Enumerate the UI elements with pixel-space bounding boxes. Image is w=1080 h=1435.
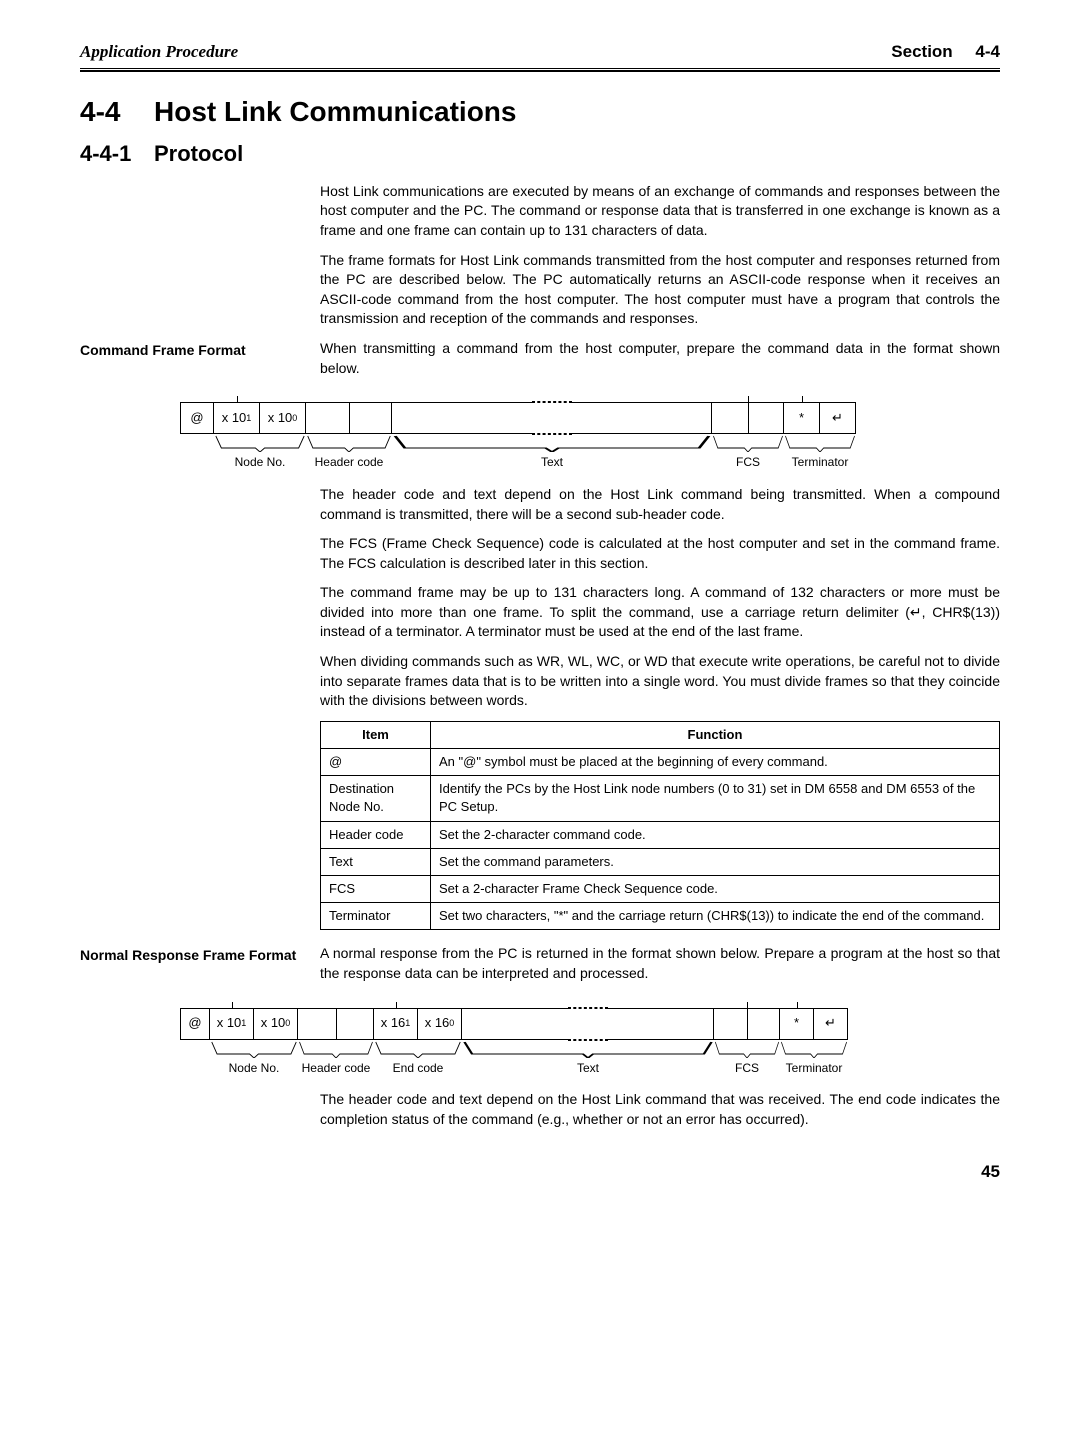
paragraph: Host Link communications are executed by… — [320, 182, 1000, 241]
brace — [374, 1040, 462, 1058]
response-frame-diagram: @ x 101 x 100 x 161 x 160 * ↵ Node No. H… — [180, 1008, 1000, 1077]
cell-cr: ↵ — [814, 1008, 848, 1040]
table-header-function: Function — [431, 721, 1000, 748]
diagram-label: End code — [374, 1058, 462, 1077]
function-table: Item Function @An "@" symbol must be pla… — [320, 721, 1000, 931]
paragraph: The header code and text depend on the H… — [320, 1090, 1000, 1129]
table-row: Header codeSet the 2-character command c… — [321, 821, 1000, 848]
brace — [462, 1040, 714, 1058]
diagram-label: Terminator — [780, 1058, 848, 1077]
intro-block: Host Link communications are executed by… — [320, 182, 1000, 329]
subsection-title: 4-4-1 Protocol — [80, 139, 1000, 170]
paragraph: The frame formats for Host Link commands… — [320, 251, 1000, 329]
cell-text — [392, 402, 712, 434]
table-row: Destination Node No.Identify the PCs by … — [321, 776, 1000, 821]
paragraph: The header code and text depend on the H… — [320, 485, 1000, 524]
cell-at: @ — [180, 402, 214, 434]
cell-node-hi: x 101 — [214, 402, 260, 434]
diagram-label: Text — [392, 452, 712, 471]
diagram-label: Header code — [306, 452, 392, 471]
header-bar: Application Procedure Section 4-4 — [80, 40, 1000, 72]
diagram-label: FCS — [712, 452, 784, 471]
brace — [712, 434, 784, 452]
diagram-label: Header code — [298, 1058, 374, 1077]
table-row: FCSSet a 2-character Frame Check Sequenc… — [321, 875, 1000, 902]
section-title: 4-4 Host Link Communications — [80, 92, 1000, 131]
cell-node-lo: x 100 — [254, 1008, 298, 1040]
cell-at: @ — [180, 1008, 210, 1040]
brace — [306, 434, 392, 452]
side-heading-command-frame: Command Frame Format — [80, 341, 300, 361]
brace — [392, 434, 712, 452]
table-row: TerminatorSet two characters, "*" and th… — [321, 903, 1000, 930]
cell-text — [462, 1008, 714, 1040]
brace — [298, 1040, 374, 1058]
brace — [214, 434, 306, 452]
cell-star: * — [784, 402, 820, 434]
brace — [210, 1040, 298, 1058]
paragraph: The command frame may be up to 131 chara… — [320, 583, 1000, 642]
paragraph: A normal response from the PC is returne… — [320, 944, 1000, 983]
diagram-label: Terminator — [784, 452, 856, 471]
table-row: @An "@" symbol must be placed at the beg… — [321, 749, 1000, 776]
command-frame-lead: When transmitting a command from the hos… — [320, 339, 1000, 378]
cell-fcs — [712, 402, 784, 434]
cell-header — [298, 1008, 374, 1040]
response-frame-body: The header code and text depend on the H… — [320, 1090, 1000, 1129]
header-right: Section 4-4 — [891, 40, 1000, 64]
cell-star: * — [780, 1008, 814, 1040]
diagram-label: Node No. — [210, 1058, 298, 1077]
diagram-label: Text — [462, 1058, 714, 1077]
table-row: TextSet the command parameters. — [321, 848, 1000, 875]
diagram-label: Node No. — [214, 452, 306, 471]
command-frame-body: The header code and text depend on the H… — [320, 485, 1000, 930]
paragraph: When transmitting a command from the hos… — [320, 339, 1000, 378]
table-header-item: Item — [321, 721, 431, 748]
page-number: 45 — [80, 1160, 1000, 1184]
cell-end-lo: x 160 — [418, 1008, 462, 1040]
header-rule — [80, 68, 1000, 72]
cell-node-lo: x 100 — [260, 402, 306, 434]
side-heading-response-frame: Normal Response Frame Format — [80, 946, 300, 966]
cell-end-hi: x 161 — [374, 1008, 418, 1040]
cell-node-hi: x 101 — [210, 1008, 254, 1040]
brace — [784, 434, 856, 452]
diagram-label: FCS — [714, 1058, 780, 1077]
cell-header — [306, 402, 392, 434]
paragraph: The FCS (Frame Check Sequence) code is c… — [320, 534, 1000, 573]
cell-fcs — [714, 1008, 780, 1040]
paragraph: When dividing commands such as WR, WL, W… — [320, 652, 1000, 711]
header-left: Application Procedure — [80, 40, 238, 64]
response-frame-lead: A normal response from the PC is returne… — [320, 944, 1000, 983]
brace — [714, 1040, 780, 1058]
command-frame-diagram: @ x 101 x 100 * ↵ Node No. Header code T… — [180, 402, 1000, 471]
cell-cr: ↵ — [820, 402, 856, 434]
brace — [780, 1040, 848, 1058]
